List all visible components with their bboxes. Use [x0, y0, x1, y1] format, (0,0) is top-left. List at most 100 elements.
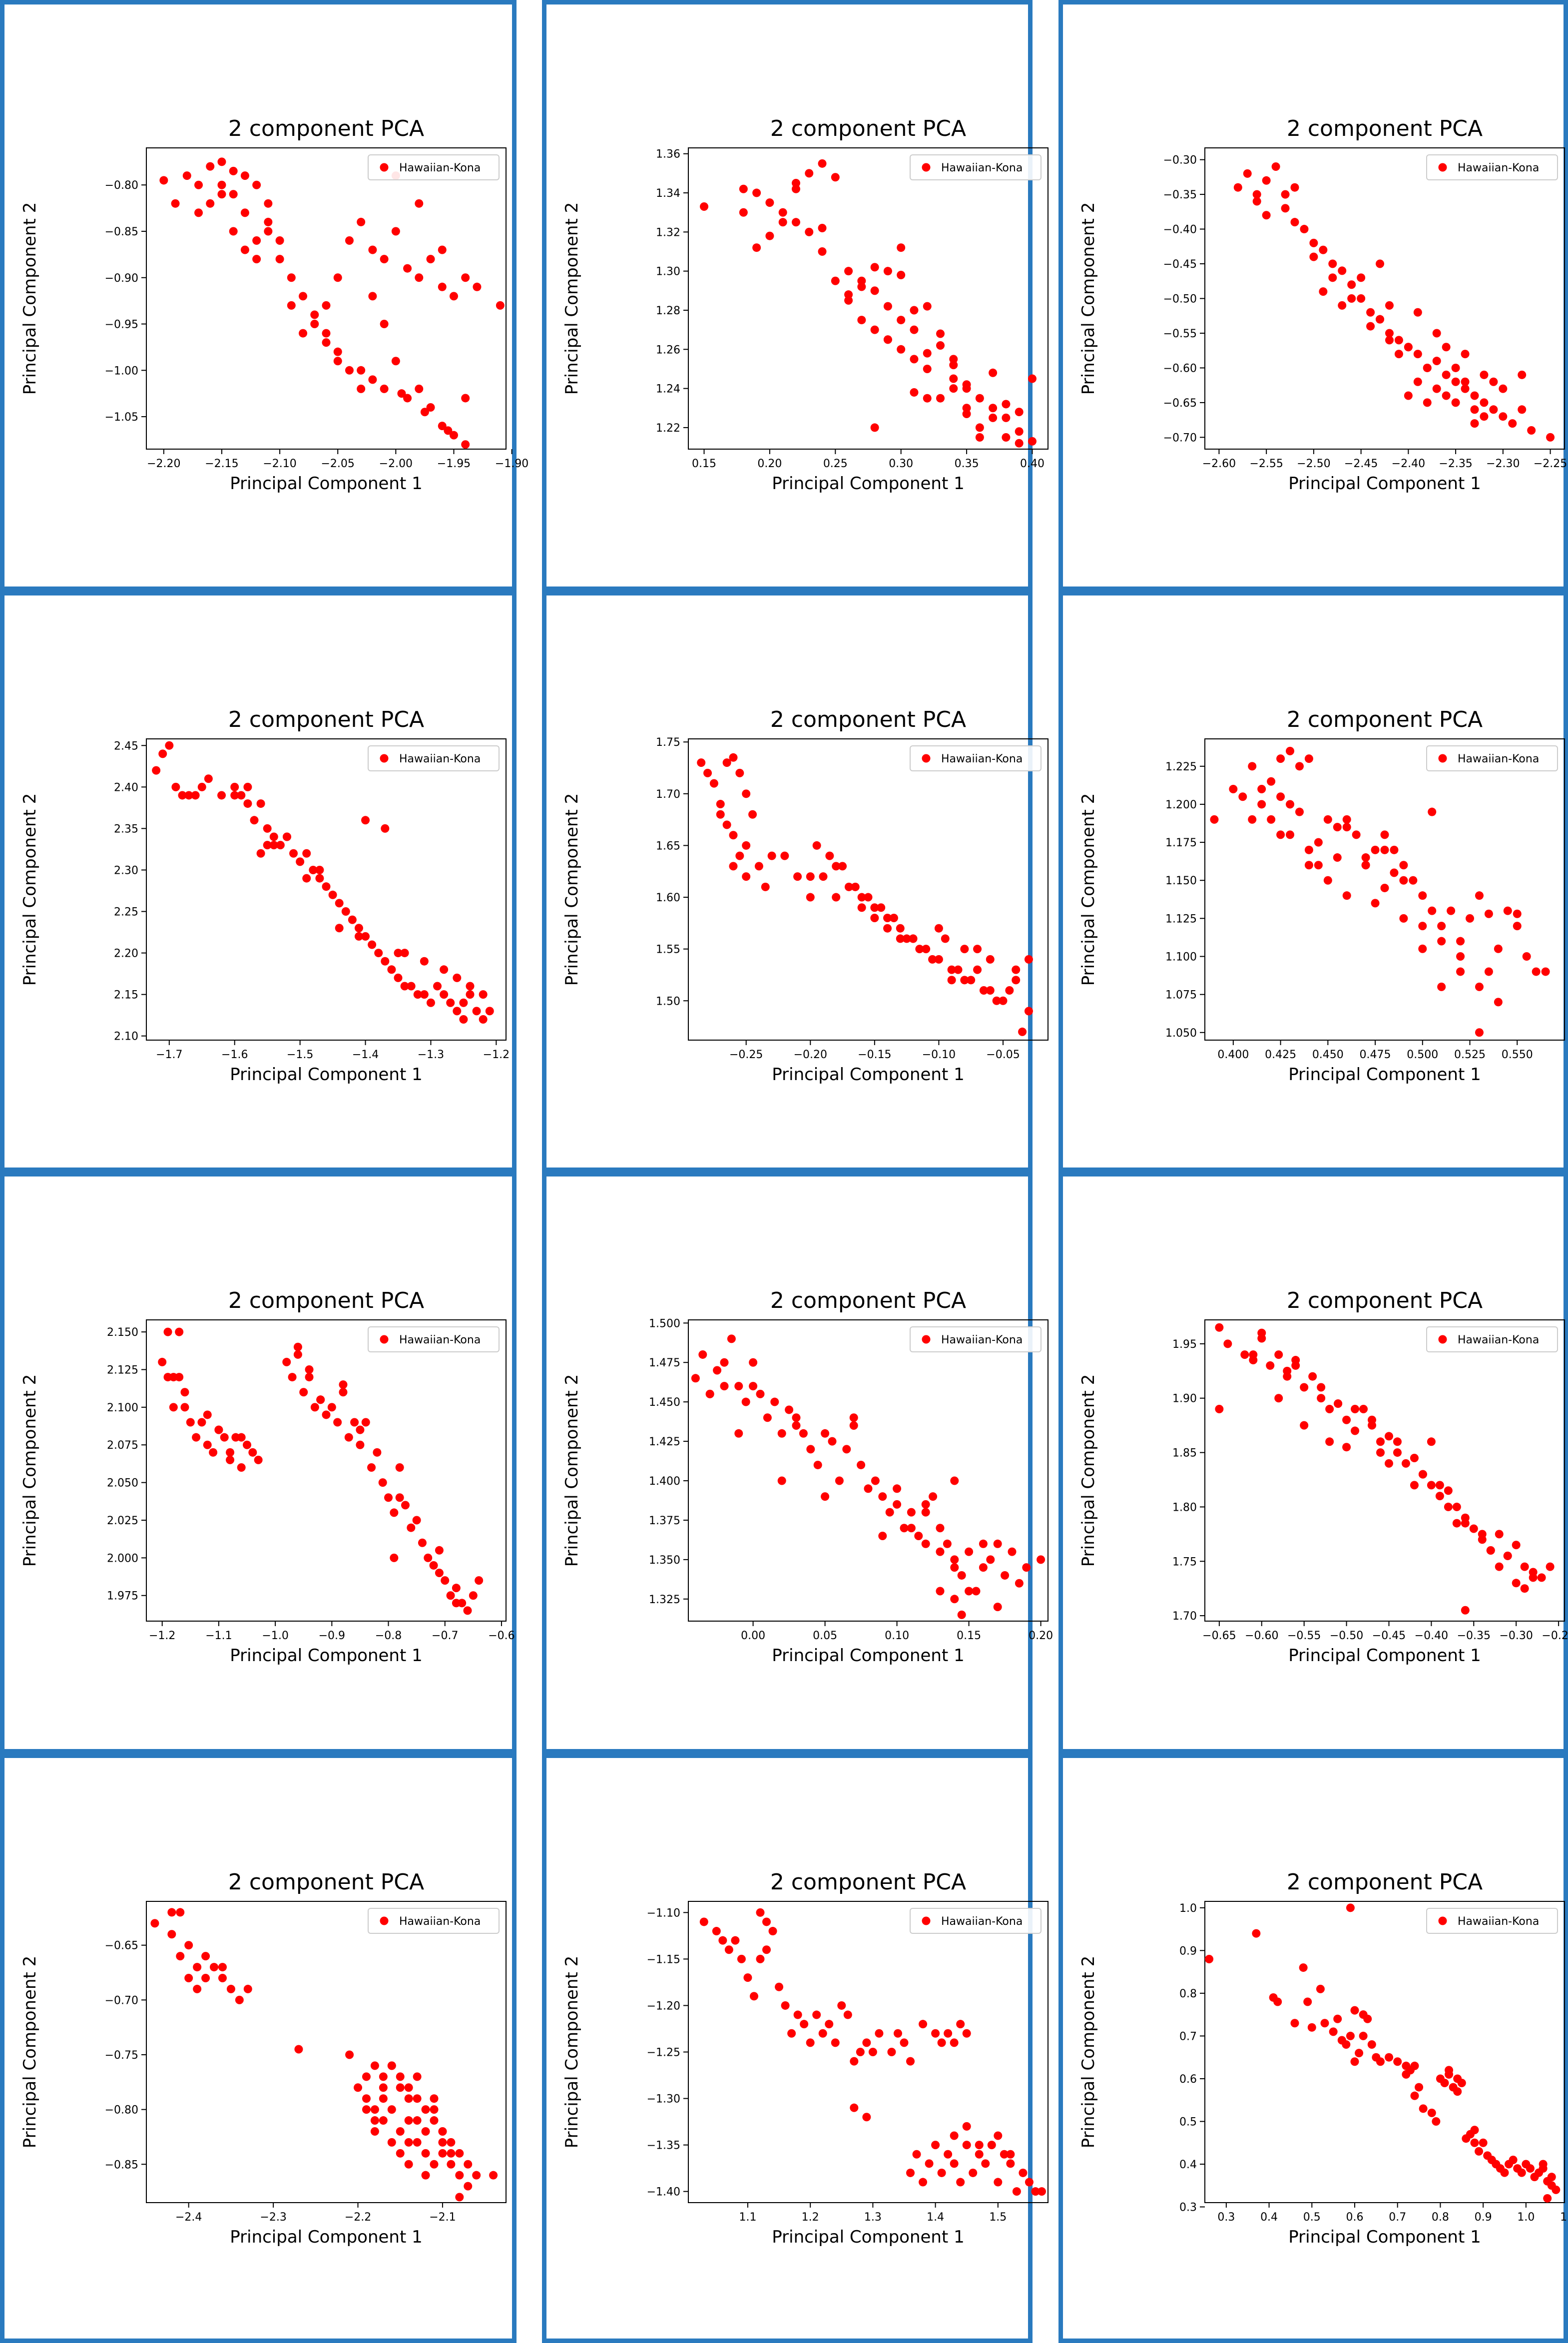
data-point: [993, 1539, 1002, 1548]
data-point: [941, 934, 950, 943]
data-point: [169, 1403, 178, 1412]
data-point: [862, 2038, 871, 2047]
data-point: [1399, 876, 1408, 885]
x-tick-label: 0.6: [1346, 2211, 1364, 2224]
x-tick-label: 1.4: [927, 2211, 944, 2224]
data-point: [989, 404, 998, 413]
legend-label: Hawaiian-Kona: [941, 1915, 1023, 1928]
y-tick-label: 1.32: [656, 226, 680, 239]
axes-frame: [146, 147, 507, 450]
x-tick-label: −0.45: [1372, 1630, 1406, 1642]
x-axis-label: Principal Component 1: [1288, 474, 1481, 494]
data-point: [1257, 800, 1266, 809]
data-point: [438, 2138, 447, 2147]
legend: Hawaiian-Kona: [368, 1908, 500, 1934]
legend: Hawaiian-Kona: [368, 154, 500, 180]
data-point: [350, 1418, 359, 1427]
data-point: [1513, 909, 1522, 918]
x-tick-label: −2.3: [260, 2211, 286, 2224]
data-point: [345, 366, 354, 375]
data-point: [896, 924, 905, 933]
data-point: [1308, 1372, 1317, 1381]
data-point: [276, 841, 285, 850]
data-point: [243, 799, 252, 808]
data-point: [453, 1007, 462, 1016]
data-point: [1410, 2091, 1419, 2100]
data-point: [197, 782, 206, 791]
data-point: [844, 882, 853, 891]
data-point: [1286, 830, 1295, 839]
y-tick-label: 1.0: [1179, 1902, 1197, 1915]
data-point: [413, 2138, 422, 2147]
data-point: [378, 1478, 387, 1487]
scatter-chart: 2 component PCA −2.4 −2.3 −2.2 −2.1 −0.85 −0.8…: [20, 1869, 507, 2247]
data-point: [1509, 2155, 1518, 2164]
data-point: [1351, 1426, 1360, 1435]
data-point: [828, 1437, 837, 1446]
data-point: [396, 2127, 405, 2136]
data-point: [1350, 2006, 1359, 2015]
data-point: [1452, 1519, 1461, 1528]
data-point: [403, 394, 412, 403]
data-point: [1001, 1571, 1010, 1580]
data-point: [950, 1595, 959, 1604]
y-tick-label: 1.400: [649, 1475, 680, 1488]
data-point: [1328, 273, 1337, 282]
data-point: [243, 782, 252, 791]
data-point: [379, 2072, 388, 2081]
data-point: [742, 872, 751, 881]
data-point: [875, 2029, 884, 2038]
data-point: [864, 893, 873, 902]
data-point: [1359, 1405, 1368, 1414]
y-tick-label: −0.65: [1163, 397, 1197, 410]
data-point: [1475, 982, 1484, 991]
data-point: [444, 426, 453, 435]
y-tick-label: 1.36: [656, 148, 680, 161]
data-point: [832, 862, 841, 871]
data-point: [395, 1463, 404, 1472]
legend-marker: [1438, 163, 1447, 172]
y-tick-label: 0.9: [1179, 1945, 1197, 1957]
data-point: [1385, 301, 1394, 310]
data-point: [1423, 363, 1432, 372]
data-point: [793, 2010, 802, 2019]
data-point: [379, 2116, 388, 2125]
data-point: [821, 1429, 830, 1438]
data-point: [362, 2072, 371, 2081]
scatter-chart: 2 component PCA 0.3 0.4 0.5 0.6 0.7 0.8 0.9 1.0 1…: [1078, 1869, 1568, 2247]
data-point: [752, 188, 761, 197]
y-axis-label: Principal Component 2: [20, 202, 40, 395]
data-point: [1437, 937, 1446, 946]
data-point: [722, 820, 731, 829]
data-point: [1380, 845, 1389, 854]
data-point: [226, 1455, 235, 1464]
data-point: [883, 267, 892, 276]
data-point: [344, 1433, 353, 1442]
data-point: [310, 1403, 319, 1412]
scatter-chart: 2 component PCA −2.60 −2.55 −2.50 −2.45 −2.40…: [1078, 116, 1567, 494]
data-point: [1022, 1563, 1031, 1572]
data-point: [1427, 1481, 1436, 1490]
data-point: [447, 2160, 456, 2169]
data-point: [240, 208, 249, 217]
data-point: [1366, 322, 1375, 331]
y-tick-label: −0.70: [105, 1994, 138, 2007]
data-point: [421, 2105, 430, 2114]
y-tick-label: −0.75: [105, 2049, 138, 2062]
data-point: [777, 1429, 786, 1438]
data-point: [1229, 785, 1238, 793]
data-point: [1290, 218, 1299, 227]
data-point: [1266, 1361, 1275, 1370]
legend-marker: [922, 1335, 931, 1344]
y-axis-label: Principal Component 2: [1078, 1374, 1098, 1567]
data-point: [1456, 967, 1465, 976]
data-point: [1366, 308, 1375, 317]
data-point: [1376, 2057, 1385, 2066]
data-point: [395, 1493, 404, 1502]
data-point: [1402, 2070, 1411, 2079]
data-point: [305, 1373, 314, 1382]
x-tick-label: −1.95: [437, 458, 471, 470]
data-point: [186, 1418, 195, 1427]
data-point: [962, 2029, 971, 2038]
data-point: [178, 791, 187, 800]
